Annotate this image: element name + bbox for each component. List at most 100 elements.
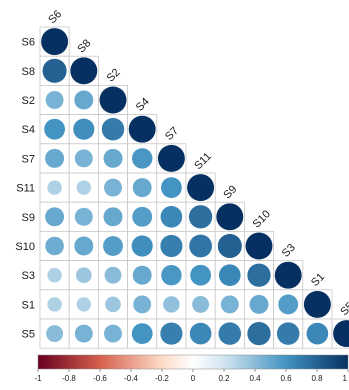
corr-circle-s7-s6 xyxy=(44,148,65,169)
corr-circle-s3-s8 xyxy=(75,266,93,284)
column-label-s11: S11 xyxy=(192,150,214,172)
corr-circle-s3-s6 xyxy=(46,267,63,283)
corr-circle-s1-s2 xyxy=(104,296,122,313)
corr-circle-s1-s7 xyxy=(162,295,181,314)
corr-circle-s10-s4 xyxy=(131,234,154,258)
corr-circle-s7-s4 xyxy=(131,147,153,170)
corr-circle-s9-s8 xyxy=(74,207,94,227)
corr-circle-s5-s1 xyxy=(306,322,329,345)
color-legend-tick-label: 1 xyxy=(343,374,348,383)
correlation-circles xyxy=(40,27,349,348)
row-label-s5: S5 xyxy=(22,329,35,341)
corr-circle-s8-s6 xyxy=(42,58,68,84)
corr-circle-s9-s2 xyxy=(103,206,123,227)
corr-circle-s4-s6 xyxy=(43,118,66,141)
corr-circle-s1-s6 xyxy=(46,296,63,313)
color-legend-bar xyxy=(37,354,349,370)
corr-circle-s2-s2 xyxy=(99,86,127,114)
column-label-s7: S7 xyxy=(163,125,181,143)
column-label-s10: S10 xyxy=(251,208,273,230)
corr-circle-s11-s8 xyxy=(76,179,92,196)
corr-circle-s4-s4 xyxy=(128,115,157,144)
corr-circle-s3-s11 xyxy=(189,264,212,287)
row-label-s4: S4 xyxy=(22,124,35,136)
row-label-s2: S2 xyxy=(22,95,35,107)
corr-circle-s5-s5 xyxy=(332,319,349,348)
corr-circle-s9-s6 xyxy=(44,206,65,227)
row-label-s7: S7 xyxy=(22,153,35,165)
column-label-s5: S5 xyxy=(338,300,349,318)
corr-circle-s3-s10 xyxy=(246,263,272,288)
corr-circle-s1-s4 xyxy=(132,294,152,314)
corr-circle-s2-s6 xyxy=(45,90,65,110)
corr-circle-s4-s2 xyxy=(101,117,125,141)
corr-circle-s5-s11 xyxy=(189,322,212,345)
corr-circle-s3-s9 xyxy=(218,263,242,287)
corr-circle-s5-s10 xyxy=(246,321,272,346)
corr-circle-s10-s8 xyxy=(73,236,94,256)
corr-circle-s11-s6 xyxy=(46,179,63,196)
corr-circle-s11-s4 xyxy=(132,177,153,198)
corr-circle-s2-s8 xyxy=(73,90,94,110)
corr-circle-s11-s7 xyxy=(160,176,183,199)
corr-circle-s11-s11 xyxy=(186,173,215,202)
color-legend-tick-label: -1 xyxy=(34,374,42,383)
corr-circle-s1-s11 xyxy=(191,295,210,314)
corr-circle-s7-s2 xyxy=(103,148,123,169)
corr-circle-s10-s2 xyxy=(102,235,124,257)
corr-circle-s1-s8 xyxy=(76,296,92,313)
column-label-s2: S2 xyxy=(105,67,123,85)
corr-circle-s9-s9 xyxy=(215,202,244,231)
row-label-s11: S11 xyxy=(16,183,35,195)
column-label-s3: S3 xyxy=(280,242,298,260)
corr-circle-s9-s7 xyxy=(160,205,183,229)
corr-circle-s11-s2 xyxy=(103,178,123,198)
corr-circle-s1-s3 xyxy=(277,293,299,315)
corr-circle-s5-s8 xyxy=(74,324,94,344)
color-legend-tick-label: -0.8 xyxy=(62,374,76,383)
column-label-s1: S1 xyxy=(309,271,327,289)
row-labels: S6 S8 S2 S4 S7 S11 S9 S10 S3 S1 S5 xyxy=(15,37,35,341)
corr-circle-s7-s8 xyxy=(74,148,94,168)
corr-circle-s10-s9 xyxy=(217,233,243,259)
color-legend: -1 -0.8 -0.6 -0.4 -0.2 0 0.2 0.4 0.6 0.8 1 xyxy=(34,354,349,383)
corr-circle-s3-s2 xyxy=(104,266,122,285)
corr-circle-s1-s10 xyxy=(249,294,269,315)
color-legend-tick-label: 0.8 xyxy=(311,374,323,383)
column-label-s8: S8 xyxy=(75,37,93,55)
corr-circle-s4-s8 xyxy=(72,118,95,141)
corr-circle-s9-s11 xyxy=(188,204,213,229)
row-label-s10: S10 xyxy=(15,241,35,253)
corr-circle-s10-s10 xyxy=(245,232,273,260)
corr-circle-s10-s6 xyxy=(44,236,65,256)
corr-circle-s1-s9 xyxy=(220,294,240,314)
row-label-s3: S3 xyxy=(22,270,35,282)
row-label-s8: S8 xyxy=(22,66,35,78)
corr-circle-s5-s6 xyxy=(45,324,64,343)
color-legend-tick-label: 0 xyxy=(191,374,196,383)
color-legend-tick-label: -0.2 xyxy=(155,374,169,383)
corr-circle-s3-s4 xyxy=(132,265,153,286)
corr-circle-s3-s3 xyxy=(274,261,303,290)
corr-circle-s5-s7 xyxy=(159,322,183,346)
color-legend-tick-label: 0.6 xyxy=(280,374,292,383)
corr-circle-s1-s1 xyxy=(303,290,332,319)
corr-circle-s10-s7 xyxy=(159,234,183,258)
color-legend-ticks: -1 -0.8 -0.6 -0.4 -0.2 0 0.2 0.4 0.6 0.8 1 xyxy=(34,369,349,383)
column-label-s4: S4 xyxy=(134,96,152,114)
row-label-s6: S6 xyxy=(22,37,35,49)
corr-circle-s9-s4 xyxy=(131,206,153,228)
corr-circle-s5-s9 xyxy=(218,321,242,346)
row-label-s9: S9 xyxy=(22,212,35,224)
row-label-s1: S1 xyxy=(22,299,35,311)
column-label-s9: S9 xyxy=(221,183,239,201)
corr-circle-s3-s7 xyxy=(160,264,183,286)
column-label-s6: S6 xyxy=(46,8,64,26)
corr-circle-s6-s6 xyxy=(40,27,69,56)
corr-circle-s10-s11 xyxy=(188,234,213,258)
corr-circle-s8-s8 xyxy=(69,56,98,85)
color-legend-tick-label: 0.4 xyxy=(249,374,261,383)
color-legend-tick-label: -0.6 xyxy=(93,374,107,383)
